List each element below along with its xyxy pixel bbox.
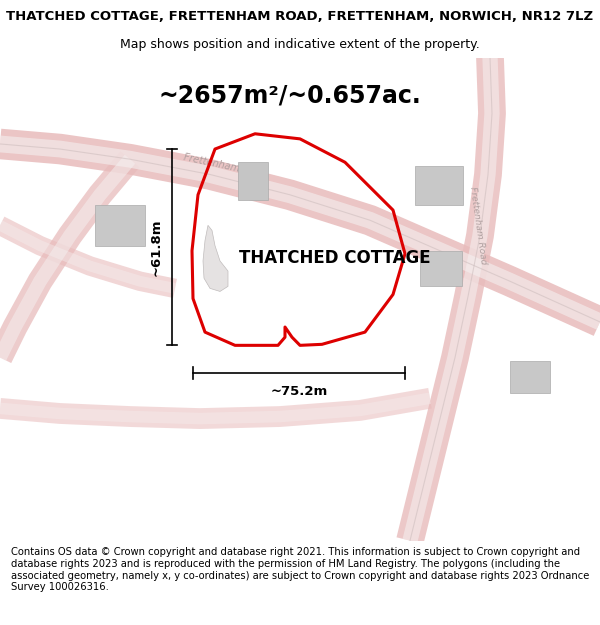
Text: THATCHED COTTAGE: THATCHED COTTAGE	[239, 249, 431, 267]
Text: Map shows position and indicative extent of the property.: Map shows position and indicative extent…	[120, 38, 480, 51]
Polygon shape	[203, 226, 228, 291]
Bar	[415, 166, 463, 205]
Bar	[420, 251, 462, 286]
Text: ~75.2m: ~75.2m	[271, 384, 328, 398]
Text: ~61.8m: ~61.8m	[149, 219, 163, 276]
Text: Frettenham Road: Frettenham Road	[182, 152, 268, 180]
Text: Contains OS data © Crown copyright and database right 2021. This information is : Contains OS data © Crown copyright and d…	[11, 548, 589, 592]
Text: THATCHED COTTAGE, FRETTENHAM ROAD, FRETTENHAM, NORWICH, NR12 7LZ: THATCHED COTTAGE, FRETTENHAM ROAD, FRETT…	[7, 9, 593, 22]
Bar	[95, 205, 145, 246]
Text: Frettenham Road: Frettenham Road	[468, 186, 488, 265]
Polygon shape	[238, 162, 268, 200]
Bar	[510, 361, 550, 393]
Text: ~2657m²/~0.657ac.: ~2657m²/~0.657ac.	[158, 83, 421, 107]
